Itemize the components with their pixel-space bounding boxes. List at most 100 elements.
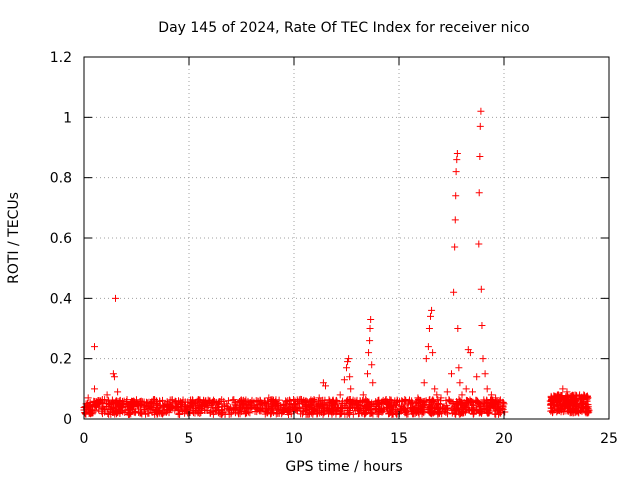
data-point xyxy=(414,402,422,410)
data-point xyxy=(564,403,572,411)
data-point xyxy=(424,343,432,351)
data-point xyxy=(567,402,575,410)
data-point xyxy=(451,216,459,224)
data-point xyxy=(187,404,195,412)
data-point xyxy=(453,400,461,408)
data-point xyxy=(328,400,336,408)
data-point xyxy=(564,392,572,400)
data-point xyxy=(255,406,263,414)
data-point xyxy=(564,407,572,415)
data-point xyxy=(433,391,441,399)
data-point xyxy=(368,361,376,369)
data-point xyxy=(473,373,481,381)
y-tick-label: 0.8 xyxy=(50,171,72,187)
data-point xyxy=(559,385,567,393)
data-point xyxy=(101,406,109,414)
data-point xyxy=(449,398,457,406)
data-point xyxy=(110,373,118,381)
data-point xyxy=(429,408,437,416)
data-point xyxy=(319,410,327,418)
data-point xyxy=(474,406,482,414)
data-point xyxy=(298,400,306,408)
data-point xyxy=(198,403,206,411)
data-point xyxy=(286,406,294,414)
data-point xyxy=(452,168,460,176)
data-point xyxy=(483,407,491,415)
data-point xyxy=(209,407,217,415)
data-point xyxy=(437,394,445,402)
data-point xyxy=(477,107,485,115)
data-point xyxy=(255,400,263,408)
data-point xyxy=(259,405,267,413)
data-point xyxy=(366,325,374,332)
data-point xyxy=(428,306,436,314)
data-point xyxy=(420,379,428,387)
data-point xyxy=(445,397,453,405)
data-point xyxy=(337,410,345,418)
data-point xyxy=(156,397,164,405)
x-axis: 0 5 10 15 20 25 xyxy=(80,57,618,447)
x-tick-label: 25 xyxy=(600,431,618,447)
data-point xyxy=(487,391,495,399)
data-point xyxy=(476,403,484,411)
data-point xyxy=(448,370,455,378)
data-point xyxy=(442,408,450,416)
data-point xyxy=(343,364,350,372)
data-point xyxy=(573,407,581,415)
data-point xyxy=(143,403,151,411)
data-point xyxy=(200,396,208,404)
data-point xyxy=(409,406,417,414)
data-point xyxy=(419,398,427,406)
data-point xyxy=(272,410,280,418)
data-point xyxy=(458,391,466,399)
data-point xyxy=(566,409,574,417)
data-point xyxy=(114,388,122,396)
data-point xyxy=(111,409,119,417)
data-point xyxy=(362,395,370,403)
data-point xyxy=(91,385,98,393)
data-point xyxy=(462,396,470,404)
data-point xyxy=(584,394,592,402)
data-point xyxy=(476,153,484,161)
data-point xyxy=(303,398,311,406)
data-point xyxy=(337,403,345,411)
data-point xyxy=(278,409,286,417)
data-point xyxy=(190,399,198,407)
x-tick-label: 20 xyxy=(495,431,513,447)
data-point xyxy=(194,409,202,417)
data-point xyxy=(408,397,416,405)
data-point xyxy=(242,401,250,409)
data-point xyxy=(221,410,229,418)
data-point xyxy=(364,370,371,378)
x-tick-label: 15 xyxy=(390,431,408,447)
data-points xyxy=(80,107,593,418)
data-point xyxy=(444,410,452,418)
data-point xyxy=(453,156,461,164)
data-point xyxy=(548,397,556,405)
data-point xyxy=(441,403,449,411)
data-point xyxy=(106,405,114,413)
data-point xyxy=(208,401,216,409)
data-point xyxy=(466,349,474,357)
data-point xyxy=(319,402,327,410)
data-point xyxy=(310,396,318,404)
data-point xyxy=(264,402,272,410)
data-point xyxy=(418,410,426,418)
data-point xyxy=(571,397,579,405)
data-point xyxy=(241,410,249,418)
data-point xyxy=(325,409,333,417)
data-point xyxy=(256,397,264,405)
data-point xyxy=(134,401,142,409)
data-point xyxy=(462,385,470,393)
data-point xyxy=(303,410,311,418)
data-point xyxy=(307,404,315,412)
data-point xyxy=(101,396,109,404)
y-axis-label: ROTI / TECUs xyxy=(6,192,22,284)
data-point xyxy=(492,410,500,418)
data-point xyxy=(567,394,575,402)
data-point xyxy=(386,396,394,404)
y-axis: 0 0.2 0.4 0.6 0.8 1 1.2 xyxy=(50,50,609,428)
data-point xyxy=(163,407,171,415)
data-point xyxy=(373,410,381,418)
